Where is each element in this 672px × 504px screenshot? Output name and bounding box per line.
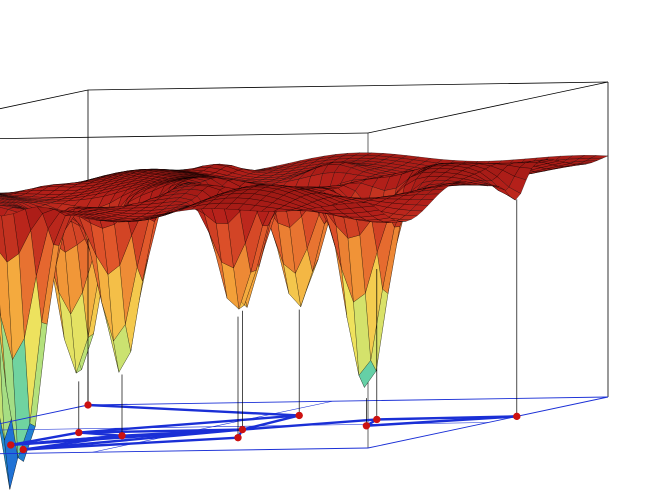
graph-edge xyxy=(23,428,243,451)
box-edge xyxy=(367,81,609,134)
graph-node xyxy=(84,401,92,409)
graph-node xyxy=(75,428,83,437)
graph-edge xyxy=(242,418,377,431)
box-edge xyxy=(0,132,369,140)
graph-node xyxy=(19,445,27,454)
floor-edge xyxy=(0,447,369,455)
graph-edge xyxy=(78,414,300,434)
surface-mesh xyxy=(0,152,609,490)
surface-cell xyxy=(107,220,126,222)
graph-node xyxy=(234,434,242,442)
graph-edge xyxy=(366,415,517,427)
floor-edge xyxy=(0,404,89,425)
graph-node xyxy=(373,415,381,424)
graph-node xyxy=(295,411,303,420)
graph-node xyxy=(7,441,15,449)
graph-node xyxy=(118,432,126,440)
graph-node xyxy=(238,425,246,434)
graph-edge xyxy=(23,436,239,451)
surface-cell xyxy=(285,209,303,212)
box-edge xyxy=(87,81,609,91)
vertical-drop-lines xyxy=(78,199,518,438)
graph-edge xyxy=(242,414,300,431)
box-edge xyxy=(0,89,89,110)
graph-edge xyxy=(87,403,300,417)
surface-cell xyxy=(1,213,20,263)
graph-nodes xyxy=(7,401,521,454)
graph-node xyxy=(513,412,521,420)
graph-edge xyxy=(10,434,123,447)
graph-node xyxy=(362,422,370,430)
floor-edge xyxy=(87,396,609,406)
